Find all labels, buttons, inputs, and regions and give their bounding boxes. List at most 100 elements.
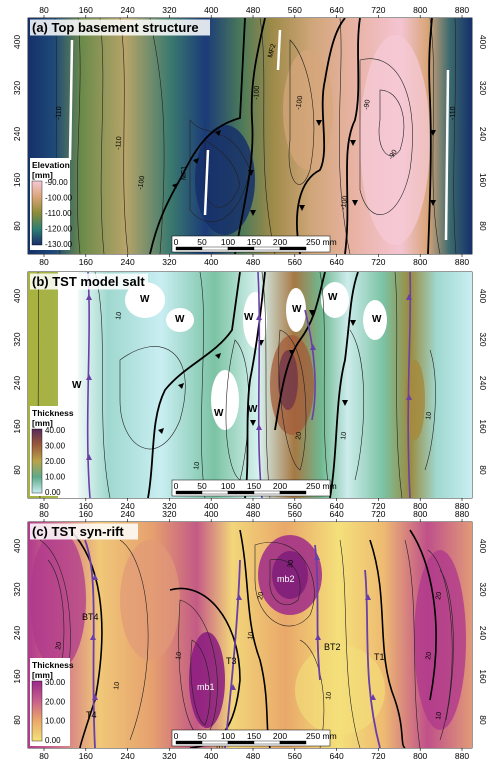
panel-b-legend-value: 40.00 — [45, 426, 66, 435]
panel-a-y-ticks-right: 400 320 240 160 80 — [478, 35, 488, 231]
panel-b-ytick-left-240: 240 — [12, 376, 22, 390]
panel-c-purple-teeth — [90, 554, 376, 700]
panel-a-ytick-left-160: 160 — [12, 173, 22, 187]
panel-a-title: (a) Top basement structure — [32, 20, 199, 35]
panel-c-xtick-bottom-80: 80 — [39, 751, 49, 761]
label-w: W — [328, 292, 338, 303]
panel-b-faults — [147, 272, 359, 498]
panel-b-scalebar-tick: 150 — [247, 481, 261, 491]
panel-b-scalebar-tick: 50 — [197, 481, 207, 491]
panel-c-ytick-right-240: 240 — [478, 626, 488, 640]
panel-b-scalebar: 0 50 100 150 200 250 mm — [171, 479, 337, 497]
panel-a-x-ticks-bottom: 80 160 240 320 400 480 560 640 720 800 880 — [39, 254, 469, 267]
panel-c-contour-label: 30 — [287, 559, 295, 568]
panel-c-xtick-bottom-400: 400 — [204, 751, 218, 761]
panel-a-x-ticks-top: 80 160 240 320 400 480 560 640 720 800 880 — [39, 5, 469, 18]
panel-c-ytick-right-320: 320 — [478, 582, 488, 596]
panel-a-legend-value: -90.00 — [45, 178, 68, 187]
panel-b-legend-value: 10.00 — [45, 473, 66, 482]
label-mb1: mb1 — [197, 682, 215, 692]
panel-b-legend: Thickness [mm] 40.00 30.00 20.00 10.00 0.00 — [30, 406, 74, 497]
panel-c-y-ticks-right: 400 320 240 160 80 — [478, 539, 488, 725]
panel-b-ytick-right-80: 80 — [478, 465, 488, 475]
panel-b-y-ticks-right: 400 320 240 160 80 — [478, 289, 488, 475]
panel-a-high-block — [360, 35, 430, 245]
panel-c-ytick-left-240: 240 — [12, 626, 22, 640]
legend-c-title: Thickness — [32, 660, 74, 670]
panel-c-scalebar-tick: 0 — [174, 731, 179, 741]
panel-a-xtick-bottom-320: 320 — [162, 257, 176, 267]
label-mb2: mb2 — [277, 574, 295, 584]
label-w: W — [244, 312, 254, 323]
panel-c-y-ticks-left: 400 320 240 160 80 — [12, 539, 22, 725]
panel-c-xtick-top-720: 720 — [371, 509, 385, 519]
legend-a-title: Elevation — [32, 160, 70, 170]
panel-b-xtick-bottom-560: 560 — [288, 501, 302, 511]
panel-a-xtick-top-160: 160 — [79, 5, 93, 15]
legend-a-unit: [mm] — [32, 170, 53, 180]
panel-c-xtick-top-560: 560 — [288, 509, 302, 519]
panel-c-xtick-top-400: 400 — [204, 509, 218, 519]
panel-a-low-basin — [195, 125, 255, 235]
panel-a-contour-label: -110 — [115, 136, 123, 150]
panel-c-xtick-bottom-320: 320 — [162, 751, 176, 761]
panel-a: 80 160 240 320 400 480 560 640 720 800 880 80 160 24… — [12, 5, 488, 267]
panel-a-xtick-bottom-560: 560 — [288, 257, 302, 267]
label-w: W — [140, 294, 150, 305]
panel-c-legend-value: 30.00 — [45, 678, 66, 687]
panel-c-scalebar-tick: 100 — [221, 731, 235, 741]
panel-a-xtick-top-560: 560 — [288, 5, 302, 15]
panel-a-xtick-top-400: 400 — [204, 5, 218, 15]
panel-b-contour-label: 10 — [425, 411, 433, 420]
panel-c-legend-value: 10.00 — [45, 717, 66, 726]
label-w: W — [175, 314, 185, 325]
label-t1: T1 — [374, 652, 385, 662]
panel-c: 80 160 240 320 400 480 560 640 720 800 880 80 160 24… — [12, 509, 488, 761]
panel-a-contour-label: -90 — [388, 149, 399, 161]
panel-a-scalebar: 0 50 100 150 200 250 mm — [171, 235, 337, 253]
panel-b-ytick-right-400: 400 — [478, 289, 488, 303]
panel-a-faults — [149, 18, 433, 254]
panel-c-xtick-bottom-240: 240 — [121, 751, 135, 761]
panel-b-ytick-right-320: 320 — [478, 332, 488, 346]
panel-b-legend-value: 30.00 — [45, 442, 66, 451]
panel-c-legend-value: 0.00 — [45, 736, 61, 745]
legend-b-title: Thickness — [32, 408, 74, 418]
label-w: W — [372, 314, 382, 325]
panel-a-xtick-bottom-880: 880 — [455, 257, 469, 267]
panel-a-contour-label: -100 — [295, 95, 304, 110]
panel-a-legend-value: -120.00 — [45, 225, 73, 234]
panel-a-xtick-bottom-480: 480 — [246, 257, 260, 267]
panel-b-ytick-right-240: 240 — [478, 376, 488, 390]
panel-c-xtick-top-640: 640 — [330, 509, 344, 519]
panel-c-ytick-left-160: 160 — [12, 669, 22, 683]
panel-a-legend-value: -100.00 — [45, 194, 73, 203]
panel-b-xtick-bottom-800: 800 — [413, 501, 427, 511]
label-w: W — [292, 304, 302, 315]
panel-a-contour-label: -90 — [363, 99, 372, 110]
label-w: W — [248, 404, 258, 415]
panel-b-ytick-left-80: 80 — [12, 465, 22, 475]
panel-c-contour-label: 20 — [425, 651, 433, 660]
panel-a-scalebar-tick: 200 — [273, 237, 287, 247]
panel-c-ytick-right-80: 80 — [478, 715, 488, 725]
panel-b-xtick-bottom-880: 880 — [455, 501, 469, 511]
panel-a-scalebar-tick: 50 — [197, 237, 207, 247]
panel-b-contour-label: 10 — [193, 461, 201, 470]
panel-c-title: (c) TST syn-rift — [32, 524, 124, 539]
panel-c-contour-label: 20 — [55, 641, 63, 650]
panel-b-xtick-bottom-720: 720 — [371, 501, 385, 511]
panel-b-fault-teeth — [158, 310, 356, 434]
panel-a-contour-label: -100 — [340, 195, 349, 210]
panel-b-x-ticks-bottom: 80 160 240 320 400 480 560 640 720 800 880 — [39, 498, 469, 511]
panel-a-xtick-bottom-640: 640 — [330, 257, 344, 267]
panel-c-xtick-top-240: 240 — [121, 509, 135, 519]
panel-c-contour-label: 10 — [325, 691, 333, 700]
panel-c-xtick-top-800: 800 — [413, 509, 427, 519]
panel-b-title: (b) TST model salt — [32, 274, 145, 289]
panel-c-xtick-top-80: 80 — [39, 509, 49, 519]
panel-b-ytick-right-160: 160 — [478, 419, 488, 433]
label-t4: T4 — [86, 710, 97, 720]
panel-c-xtick-bottom-160: 160 — [79, 751, 93, 761]
panel-a-xtick-top-80: 80 — [39, 5, 49, 15]
